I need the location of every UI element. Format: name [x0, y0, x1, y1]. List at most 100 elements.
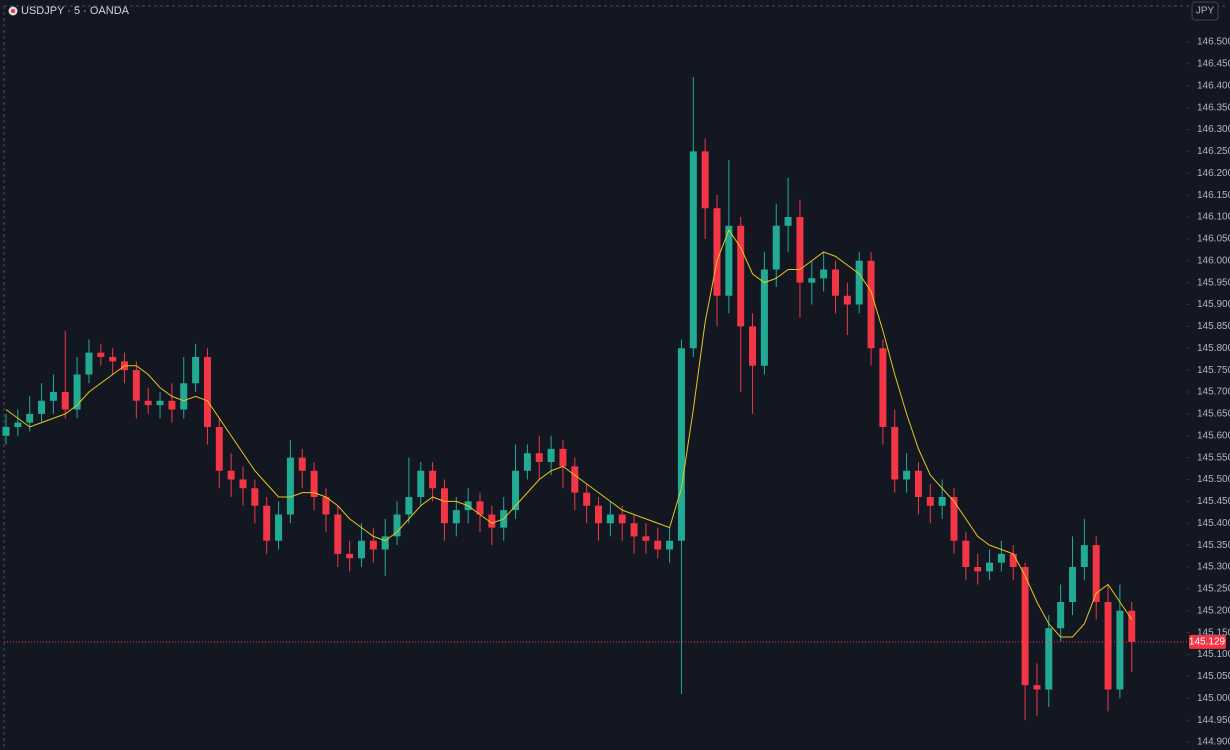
- candle-body: [132, 370, 140, 401]
- y-tick-label: 146.150: [1197, 190, 1230, 201]
- candle-body: [986, 562, 994, 572]
- candle-body: [334, 514, 342, 554]
- candle-body: [322, 497, 330, 515]
- candle-body: [962, 540, 970, 567]
- y-tick-label: 145.400: [1197, 518, 1230, 529]
- candle-body: [547, 448, 555, 462]
- y-tick-label: 146.000: [1197, 255, 1230, 266]
- candle-body: [38, 400, 46, 414]
- candle-body: [749, 326, 757, 366]
- y-tick-label: 145.600: [1197, 430, 1230, 441]
- candle-body: [926, 497, 934, 506]
- last-price-box: [1189, 634, 1226, 649]
- y-tick-label: 145.900: [1197, 299, 1230, 310]
- candle-body: [654, 540, 662, 550]
- last-price-label: 145.129: [1189, 636, 1226, 647]
- candle-body: [523, 453, 531, 471]
- y-tick-label: 146.100: [1197, 212, 1230, 223]
- candle-body: [61, 392, 69, 410]
- currency-label[interactable]: JPY: [1196, 6, 1215, 17]
- candle-body: [1092, 545, 1100, 602]
- candle-body: [642, 536, 650, 541]
- candle-body: [820, 269, 828, 279]
- candle-body: [452, 510, 460, 524]
- candle-body: [784, 217, 792, 226]
- symbol-title: USDJPY · 5 · OANDA: [21, 5, 130, 17]
- candle-body: [440, 488, 448, 524]
- y-tick-label: 145.550: [1197, 452, 1230, 463]
- candle-body: [156, 400, 164, 406]
- y-tick-label: 145.950: [1197, 277, 1230, 288]
- y-tick-label: 145.300: [1197, 562, 1230, 573]
- y-tick-label: 145.250: [1197, 584, 1230, 595]
- y-tick-label: 145.350: [1197, 540, 1230, 551]
- candle-body: [298, 457, 306, 471]
- candle-body: [405, 497, 413, 515]
- candle-body: [49, 392, 57, 401]
- candle-body: [997, 553, 1005, 563]
- candle-body: [286, 457, 294, 515]
- candle-body: [476, 501, 484, 515]
- candle-body: [109, 357, 117, 362]
- candle-body: [974, 567, 982, 572]
- candle-body: [263, 505, 271, 541]
- candle-body: [891, 427, 899, 480]
- candle-body: [97, 352, 105, 357]
- currency-button[interactable]: [1191, 1, 1219, 21]
- candle-body: [1128, 610, 1136, 642]
- y-tick-label: 146.300: [1197, 124, 1230, 135]
- candle-body: [1069, 567, 1076, 602]
- candle-body: [689, 151, 697, 349]
- y-tick-label: 145.100: [1197, 649, 1230, 660]
- candle-body: [677, 348, 685, 541]
- candle-body: [144, 400, 152, 406]
- candle-body: [381, 536, 389, 550]
- y-tick-label: 145.700: [1197, 387, 1230, 398]
- candle-body: [85, 352, 93, 375]
- candle-body: [192, 357, 200, 384]
- candle-body: [938, 497, 946, 506]
- y-tick-label: 146.500: [1197, 37, 1230, 48]
- candle-body: [903, 470, 911, 480]
- y-tick-label: 145.150: [1197, 627, 1230, 638]
- candle-body: [512, 470, 520, 511]
- candle-body: [239, 479, 247, 489]
- candle-body: [713, 208, 721, 296]
- candle-body: [1080, 545, 1088, 567]
- y-tick-label: 145.000: [1197, 693, 1230, 704]
- candle-body: [725, 225, 733, 296]
- candle-body: [227, 470, 235, 480]
- candle-body: [808, 278, 816, 283]
- candle-body: [417, 470, 425, 497]
- candle-body: [760, 269, 768, 366]
- candle-body: [1021, 567, 1029, 686]
- candle-body: [535, 453, 543, 462]
- candle-body: [1104, 602, 1112, 690]
- candle-body: [879, 348, 887, 427]
- candle-body: [346, 553, 354, 559]
- y-tick-label: 146.050: [1197, 234, 1230, 245]
- y-tick-label: 145.650: [1197, 409, 1230, 420]
- candle-body: [14, 422, 22, 427]
- candle-body: [855, 260, 863, 305]
- y-tick-label: 146.450: [1197, 59, 1230, 70]
- candle-body: [772, 225, 780, 270]
- candle-body: [26, 413, 34, 423]
- candle-body: [737, 225, 745, 327]
- y-tick-label: 145.450: [1197, 496, 1230, 507]
- candle-body: [630, 523, 638, 537]
- y-tick-label: 146.350: [1197, 102, 1230, 113]
- candle-body: [251, 488, 259, 506]
- candle-body: [606, 514, 614, 524]
- y-tick-label: 145.850: [1197, 321, 1230, 332]
- candle-body: [488, 514, 496, 528]
- y-tick-label: 145.500: [1197, 474, 1230, 485]
- candle-body: [571, 466, 579, 493]
- candle-body: [832, 269, 839, 296]
- candle-body: [701, 151, 709, 209]
- y-tick-label: 146.250: [1197, 146, 1230, 157]
- candle-body: [867, 260, 875, 349]
- y-tick-label: 145.200: [1197, 605, 1230, 616]
- symbol-flag-dot: [11, 9, 15, 13]
- y-tick-label: 145.750: [1197, 365, 1230, 376]
